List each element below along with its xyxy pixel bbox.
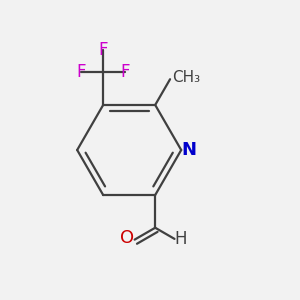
Text: O: O <box>120 229 134 247</box>
Text: CH₃: CH₃ <box>172 70 201 85</box>
Text: F: F <box>76 63 86 81</box>
Text: N: N <box>181 141 196 159</box>
Text: H: H <box>175 230 187 248</box>
Text: F: F <box>98 41 108 59</box>
Text: F: F <box>121 63 130 81</box>
